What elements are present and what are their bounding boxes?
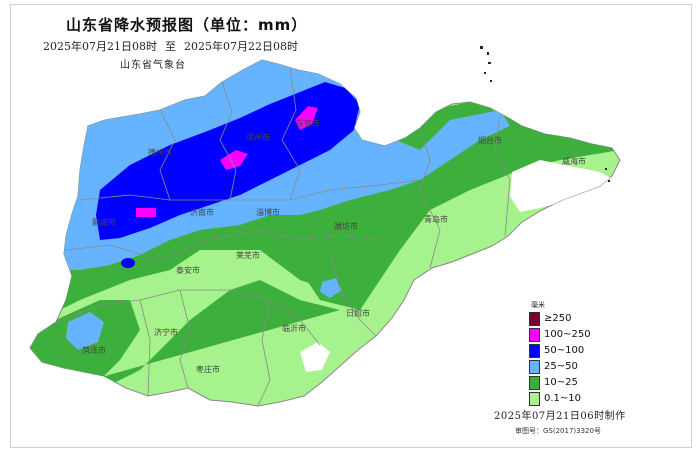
offshore-islands <box>480 46 610 182</box>
legend-swatch <box>529 311 540 326</box>
legend-label: 10~25 <box>544 377 578 388</box>
rain-zone-100-250 <box>295 106 318 130</box>
city-label-qingdao: 青岛市 <box>424 214 448 224</box>
legend-item: 100~250 <box>529 327 621 342</box>
city-label-dezhou: 德州市 <box>148 147 172 157</box>
city-label-taian: 泰安市 <box>176 265 200 275</box>
legend-label: 25~50 <box>544 361 578 372</box>
rain-zone-25-50 <box>320 278 342 298</box>
legend-swatch <box>529 327 540 342</box>
period-separator: 至 <box>165 40 176 53</box>
legend-item: 0.1~10 <box>529 391 621 406</box>
issue-time: 2025年07月21日06时制作 <box>494 411 626 422</box>
legend: 毫米 ≥250 100~250 50~100 25~50 10~25 0.1~10 <box>529 300 621 407</box>
approval-number: 审图号：GS(2017)3320号 <box>515 427 601 435</box>
legend-label: ≥250 <box>544 313 572 324</box>
city-label-liaocheng: 聊城市 <box>92 217 116 227</box>
legend-label: 50~100 <box>544 345 585 356</box>
city-label-heze: 菏泽市 <box>82 345 106 355</box>
rain-zone-10-25 <box>300 230 380 310</box>
city-label-yantai: 烟台市 <box>478 135 502 145</box>
city-label-weihai: 威海市 <box>562 156 586 166</box>
agency-name: 山东省气象台 <box>120 60 186 71</box>
city-label-zibo: 淄博市 <box>256 207 280 217</box>
legend-swatch <box>529 359 540 374</box>
legend-unit: 毫米 <box>531 301 545 309</box>
rain-zone-none <box>300 342 330 372</box>
rain-zone-50-100 <box>121 258 135 268</box>
rain-zone-none <box>510 160 614 212</box>
city-label-laiwu: 莱芜市 <box>236 250 260 260</box>
city-label-linyi: 临沂市 <box>282 323 306 333</box>
legend-item: 10~25 <box>529 375 621 390</box>
legend-swatch <box>529 391 540 406</box>
city-label-binzhou: 滨州市 <box>246 132 270 142</box>
city-label-rizhao: 日照市 <box>346 308 370 318</box>
period-end: 2025年07月22日08时 <box>184 40 298 53</box>
legend-label: 0.1~10 <box>544 393 582 404</box>
rain-zone-25-50 <box>66 312 104 350</box>
city-label-zaozhuang: 枣庄市 <box>196 364 220 374</box>
legend-items: ≥250 100~250 50~100 25~50 10~25 0.1~10 <box>529 311 621 406</box>
city-label-dongying: 东营市 <box>296 118 320 128</box>
rain-zone-100-250 <box>136 208 156 217</box>
legend-item: 50~100 <box>529 343 621 358</box>
city-label-jinan: 济南市 <box>190 207 214 217</box>
period-start: 2025年07月21日08时 <box>43 40 157 53</box>
legend-swatch <box>529 375 540 390</box>
legend-item: ≥250 <box>529 311 621 326</box>
legend-item: 25~50 <box>529 359 621 374</box>
city-label-weifang: 潍坊市 <box>334 221 358 231</box>
legend-swatch <box>529 343 540 358</box>
city-boundaries <box>55 67 511 407</box>
legend-label: 100~250 <box>544 329 591 340</box>
map-title: 山东省降水预报图（单位：mm） <box>66 16 308 34</box>
city-labels: 东营市 滨州市 德州市 济南市 淄博市 潍坊市 烟台市 威海市 青岛市 聊城市 … <box>82 118 586 374</box>
rain-zone-100-250 <box>220 150 248 170</box>
city-label-jining: 济宁市 <box>154 327 178 337</box>
forecast-period: 2025年07月21日08时至 2025年07月22日08时 <box>43 38 306 54</box>
